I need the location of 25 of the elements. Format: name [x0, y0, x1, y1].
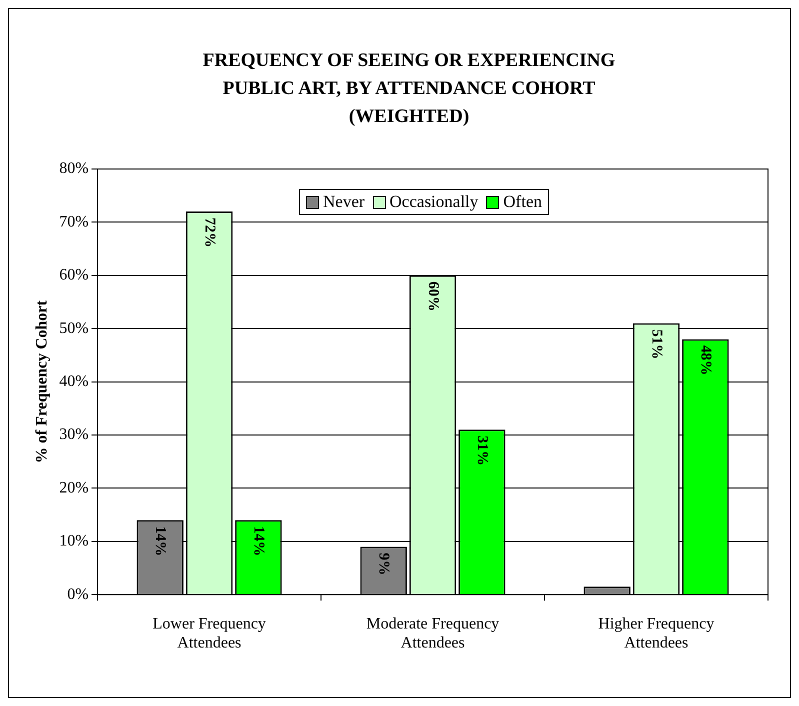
- y-tick-label: 60%: [59, 266, 89, 284]
- y-tick-label: 20%: [59, 479, 89, 496]
- y-tick-label: 40%: [59, 373, 89, 390]
- x-tick-label: Lower Frequency Attendees: [152, 615, 266, 652]
- data-label: 14%: [250, 526, 267, 556]
- data-label: 48%: [698, 345, 714, 376]
- y-tick-label: 0%: [67, 586, 89, 603]
- legend-label: Occasionally: [388, 192, 478, 212]
- data-label: 14%: [152, 526, 168, 556]
- data-label: 9%: [376, 552, 392, 576]
- y-tick-label: 50%: [59, 320, 89, 337]
- y-tick-label: 70%: [59, 213, 89, 230]
- y-tick-label: 10%: [59, 532, 89, 550]
- data-label: 72%: [201, 218, 218, 248]
- x-tick-label: Moderate Frequency Attendees: [366, 615, 500, 652]
- chart-title: FREQUENCY OF SEEING OR EXPERIENCING PUBLIC ART, BY ATTENDANCE COHORT (WEIGHTED): [202, 49, 616, 129]
- y-axis-title: % of Frequency Cohort: [34, 300, 51, 464]
- data-label: 51%: [648, 329, 664, 360]
- y-tick-label: 80%: [59, 160, 89, 178]
- y-tick-label: 30%: [59, 426, 89, 444]
- data-label: 31%: [474, 436, 490, 466]
- x-tick-label: Higher Frequency Attendees: [598, 615, 714, 652]
- legend-label: Never: [322, 192, 365, 212]
- legend-label: Often: [502, 192, 542, 212]
- data-label: 60%: [424, 281, 441, 312]
